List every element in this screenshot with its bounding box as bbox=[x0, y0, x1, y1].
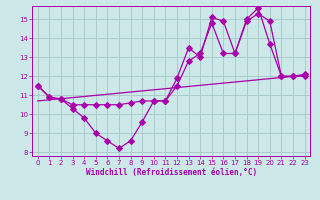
X-axis label: Windchill (Refroidissement éolien,°C): Windchill (Refroidissement éolien,°C) bbox=[86, 168, 257, 177]
